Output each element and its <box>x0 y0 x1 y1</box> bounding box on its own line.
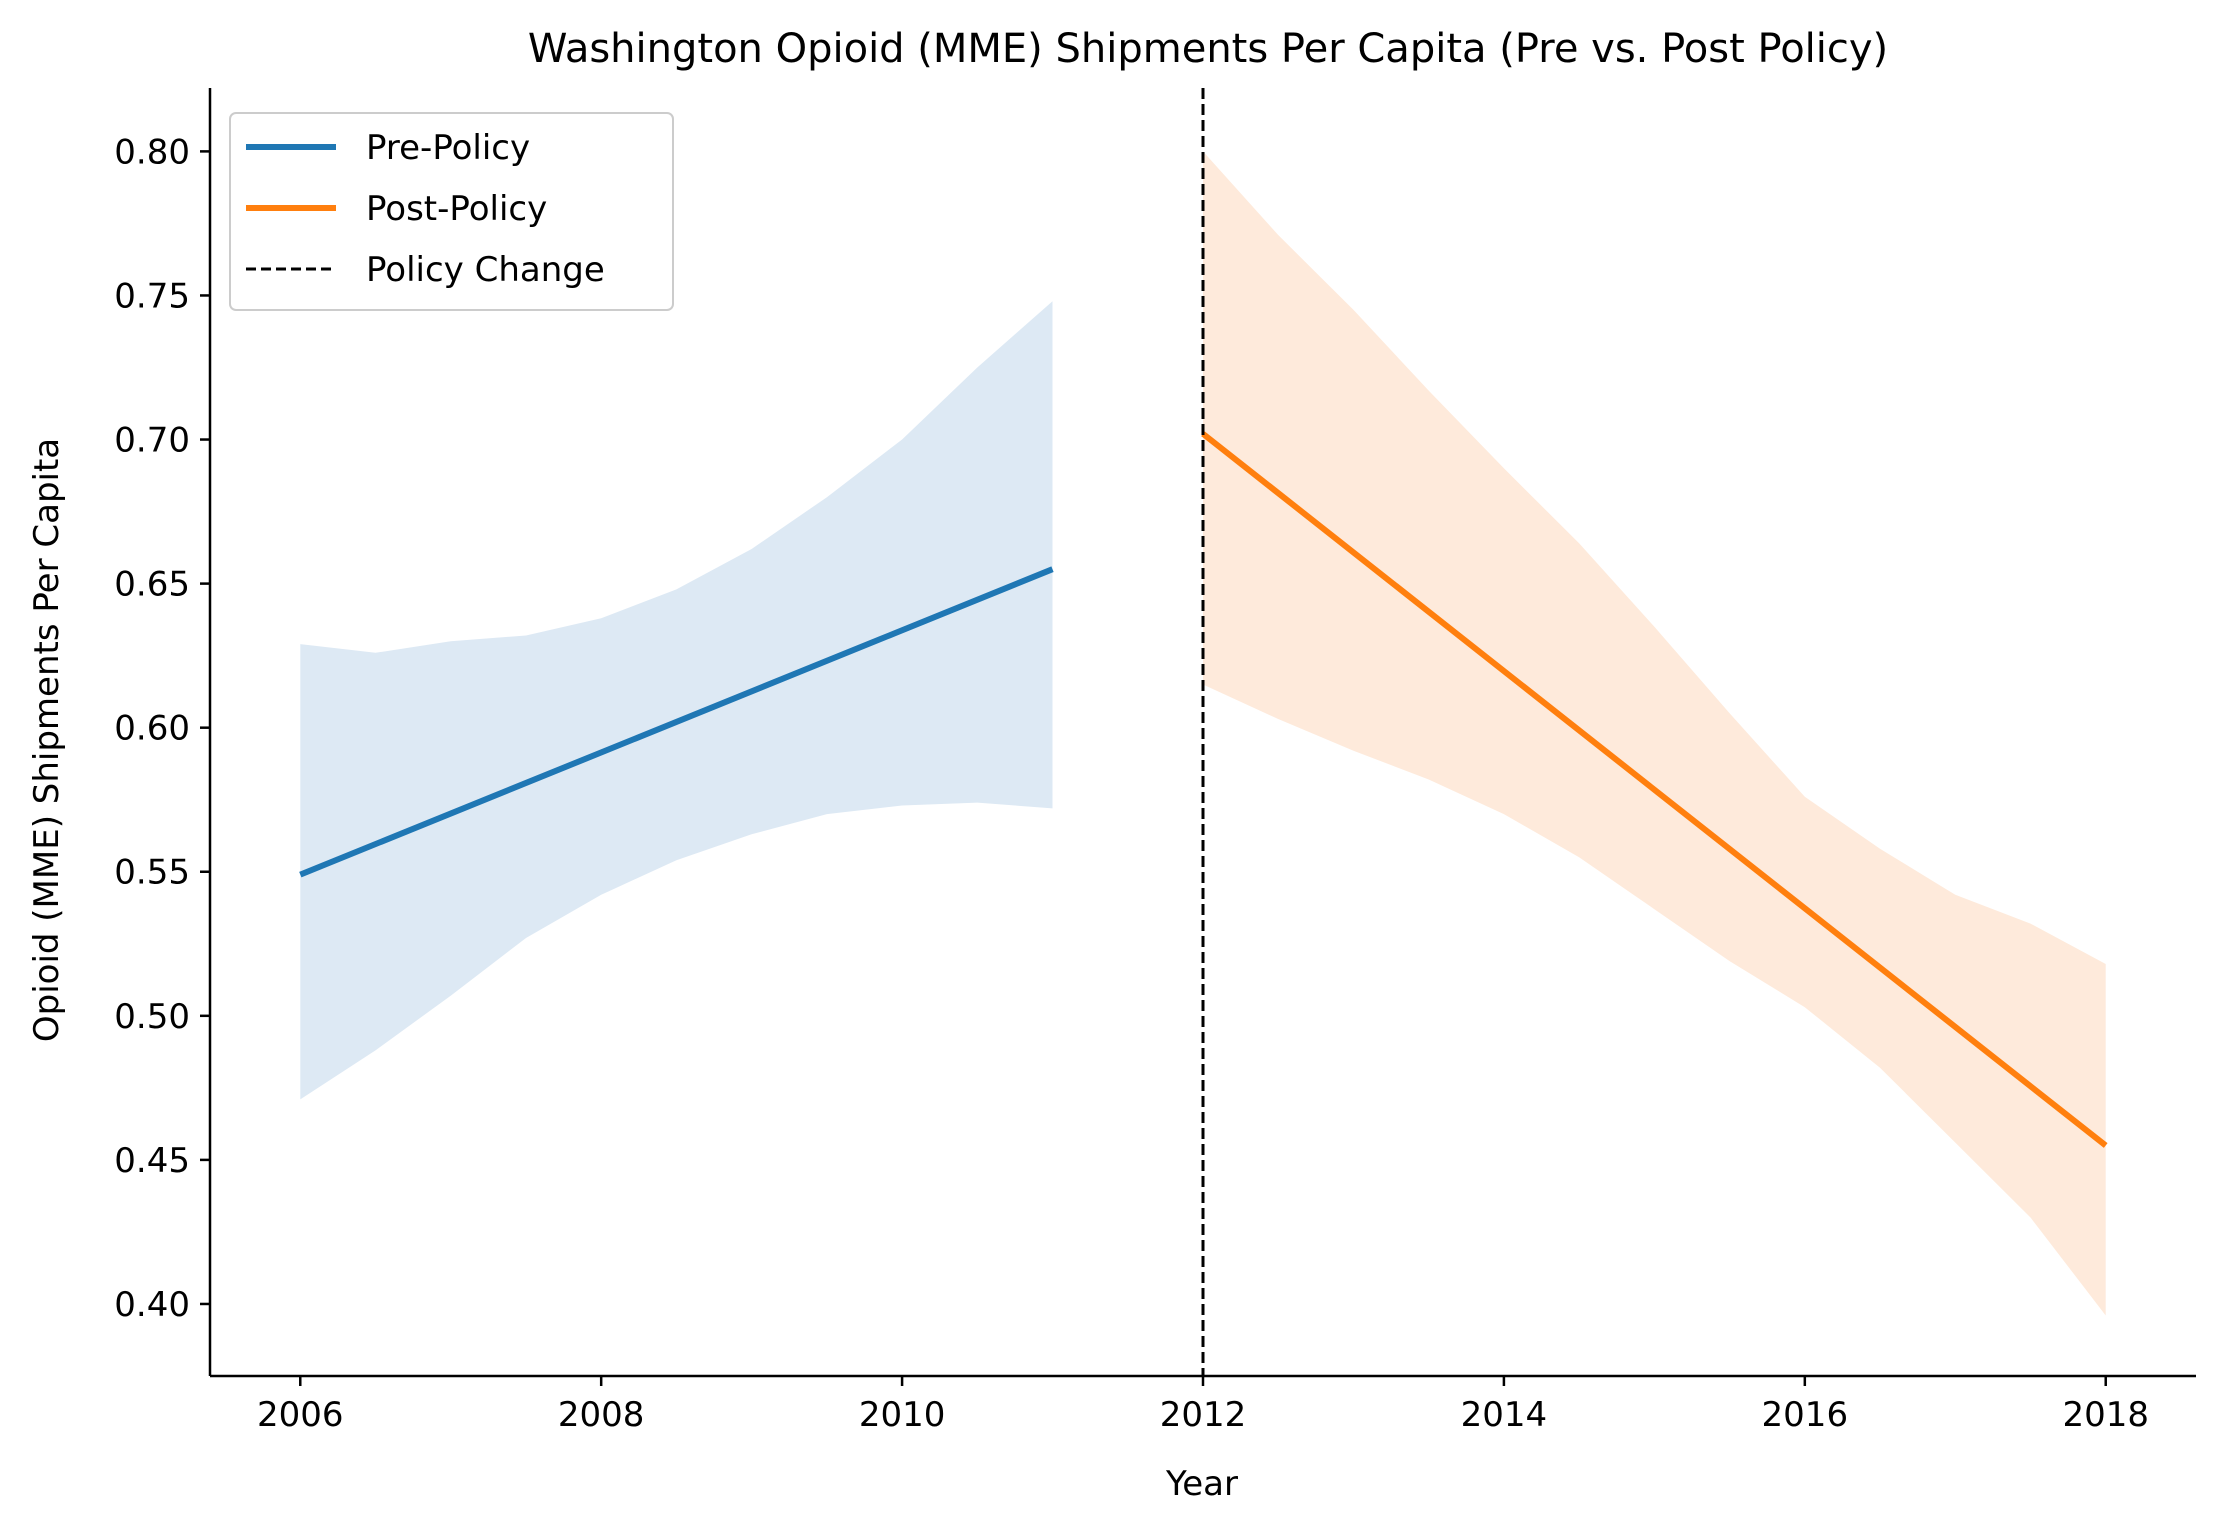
confidence-band-post-policy <box>1203 151 2106 1316</box>
x-tick-label-2016: 2016 <box>1762 1395 1849 1435</box>
x-tick-label-2014: 2014 <box>1461 1395 1548 1435</box>
y-tick-label-0.50: 0.50 <box>114 997 190 1037</box>
y-tick-label-0.70: 0.70 <box>114 421 190 461</box>
series-lines <box>299 88 2108 1376</box>
x-tick-label-2018: 2018 <box>2062 1395 2149 1435</box>
legend-label-pre-policy[interactable]: Pre-Policy <box>366 128 530 168</box>
series-line-pre-policy <box>299 566 1054 878</box>
y-tick-label-0.45: 0.45 <box>114 1141 190 1181</box>
x-tick-label-2006: 2006 <box>257 1395 344 1435</box>
confidence-bands <box>300 151 2106 1316</box>
legend-label-policy-change[interactable]: Policy Change <box>366 250 605 290</box>
x-tick-label-2012: 2012 <box>1160 1395 1247 1435</box>
y-tick-label-0.40: 0.40 <box>114 1285 190 1325</box>
chart-title: Washington Opioid (MME) Shipments Per Ca… <box>528 26 1888 72</box>
x-axis-label: Year <box>1165 1464 1238 1504</box>
axes: 2006 2008 2010 2012 2014 2016 2018 0.40 0.45 0.50… <box>114 88 2196 1435</box>
series-line-post-policy <box>1201 431 2108 1148</box>
legend-box <box>229 112 674 311</box>
y-axis-label: Opioid (MME) Shipments Per Capita <box>27 438 67 1042</box>
y-tick-label-0.75: 0.75 <box>114 276 190 316</box>
legend[interactable]: Pre-Policy Post-Policy Policy Change <box>229 112 674 311</box>
y-tick-label-0.60: 0.60 <box>114 709 190 749</box>
y-tick-label-0.80: 0.80 <box>114 132 190 172</box>
confidence-band-pre-policy <box>300 301 1053 1100</box>
y-tick-label-0.55: 0.55 <box>114 853 190 893</box>
chart-labels: Washington Opioid (MME) Shipments Per Ca… <box>27 26 1888 1504</box>
legend-label-post-policy[interactable]: Post-Policy <box>366 189 547 229</box>
x-tick-label-2010: 2010 <box>859 1395 946 1435</box>
x-tick-label-2008: 2008 <box>558 1395 645 1435</box>
y-tick-label-0.65: 0.65 <box>114 565 190 605</box>
